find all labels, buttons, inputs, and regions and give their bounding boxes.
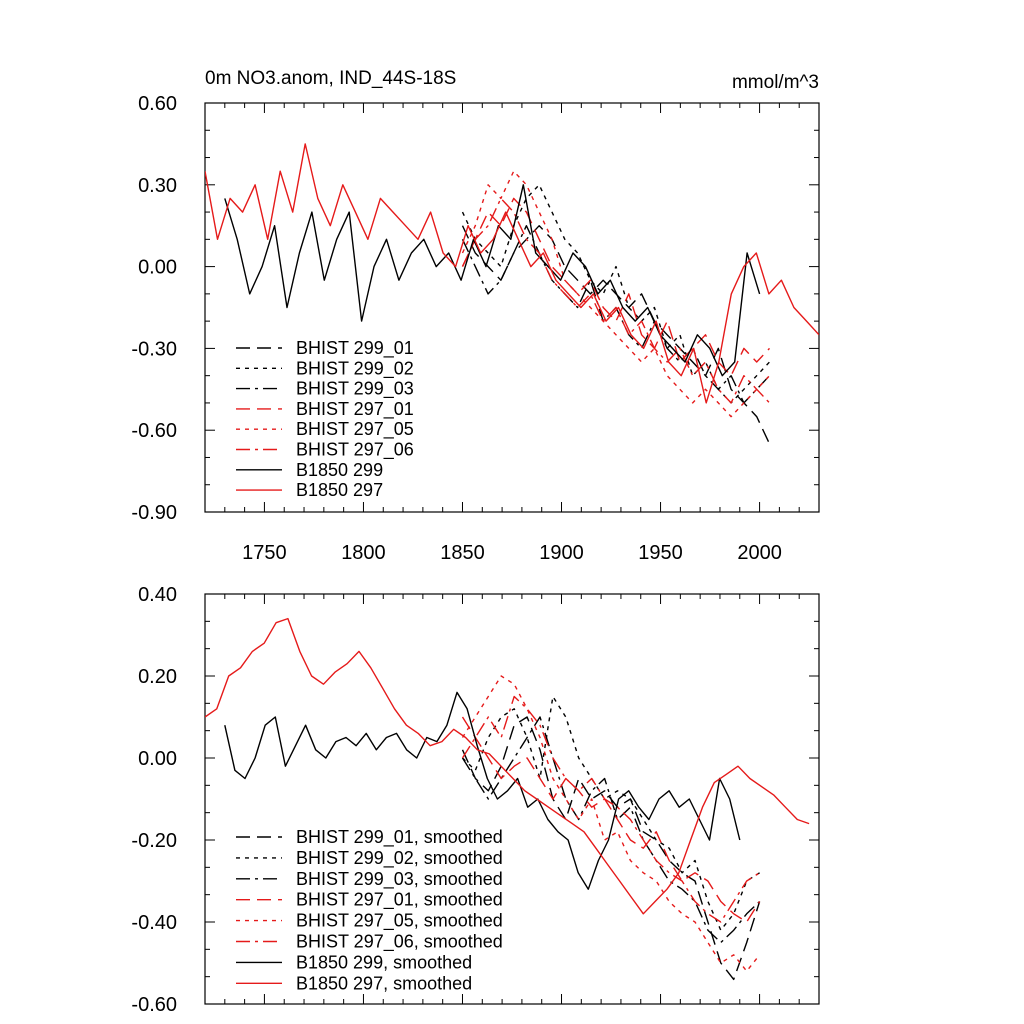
y-tick-label: -0.60 [131,420,177,442]
legend-label: BHIST 299_01 [296,338,414,359]
x-tick-label: 1950 [638,542,683,564]
top-plot-frame [204,102,820,513]
y-tick-label: -0.20 [131,830,177,852]
series-line-bhist-297-01 [461,197,771,377]
series-line-bhist-297-01-smoothed [461,716,761,923]
series-line-bhist-297-05-smoothed [461,675,761,972]
legend-label: BHIST 297_01 [296,399,414,420]
series-line-b1850-299-smoothed [224,691,741,890]
y-tick-label: -0.90 [131,502,177,524]
x-tick-label: 2000 [737,542,782,564]
top-panel: 0m NO3.anom, IND_44S-18S mmol/m^3 0.600.… [131,68,820,564]
series-line-bhist-297-06 [461,197,771,404]
y-tick-label: 0.20 [138,666,177,688]
bottom-x-axis [204,594,820,1004]
bottom-panel: 0.40 0.20 0.00 -0.20 -0.40 -0.60 BHIST 299_01… [131,584,820,1016]
y-tick-label: 0.40 [138,584,177,606]
x-tick-label: 1800 [341,542,386,564]
series-line-b1850-297 [205,143,819,404]
bottom-series-group [205,617,810,981]
series-line-bhist-299-03-smoothed [461,716,761,944]
top-x-axis: 1750 1800 1850 1900 1950 2000 [204,103,820,564]
legend-label: BHIST 297_05, smoothed [296,911,503,932]
legend-label: BHIST 299_02, smoothed [296,848,503,869]
x-tick-label: 1850 [440,542,485,564]
legend-label: BHIST 299_01, smoothed [296,827,503,848]
top-series-group [205,143,819,445]
x-tick-label: 1900 [539,542,584,564]
legend-label: B1850 299, smoothed [296,952,472,972]
y-tick-label: 0.60 [138,93,177,115]
series-line-bhist-299-03 [461,224,771,404]
y-tick-label: 0.00 [138,748,177,770]
top-chart-title: 0m NO3.anom, IND_44S-18S [205,68,456,89]
series-line-bhist-299-02-smoothed [462,695,760,931]
legend-label: B1850 299 [296,460,383,480]
y-tick-label: -0.60 [131,994,177,1016]
y-tick-label: 0.00 [138,257,177,279]
series-line-b1850-297-smoothed [205,617,810,915]
legend-label: BHIST 297_05 [296,419,414,440]
legend-label: BHIST 297_06, smoothed [296,932,503,953]
bottom-plot-frame [204,593,820,1005]
series-line-b1850-299 [224,184,761,377]
legend-label: B1850 297, smoothed [296,973,472,993]
legend-label: BHIST 297_01, smoothed [296,890,503,911]
x-tick-label: 1750 [242,542,287,564]
y-tick-label: 0.30 [138,175,177,197]
legend-label: BHIST 297_06 [296,440,414,461]
top-y-axis: 0.60 0.30 0.00 -0.30 -0.60 -0.90 [131,93,819,524]
legend-label: BHIST 299_02 [296,358,414,379]
legend-label: BHIST 299_03, smoothed [296,869,503,890]
series-line-bhist-299-01-smoothed [461,716,761,981]
y-tick-label: -0.40 [131,912,177,934]
series-line-bhist-297-05 [461,170,771,418]
legend-label: B1850 297 [296,480,383,500]
top-units-label: mmol/m^3 [732,72,819,93]
y-tick-label: -0.30 [131,338,177,360]
bottom-y-axis: 0.40 0.20 0.00 -0.20 -0.40 -0.60 [131,584,819,1016]
legend-label: BHIST 299_03 [296,379,414,400]
series-line-bhist-297-06-smoothed [461,695,760,923]
